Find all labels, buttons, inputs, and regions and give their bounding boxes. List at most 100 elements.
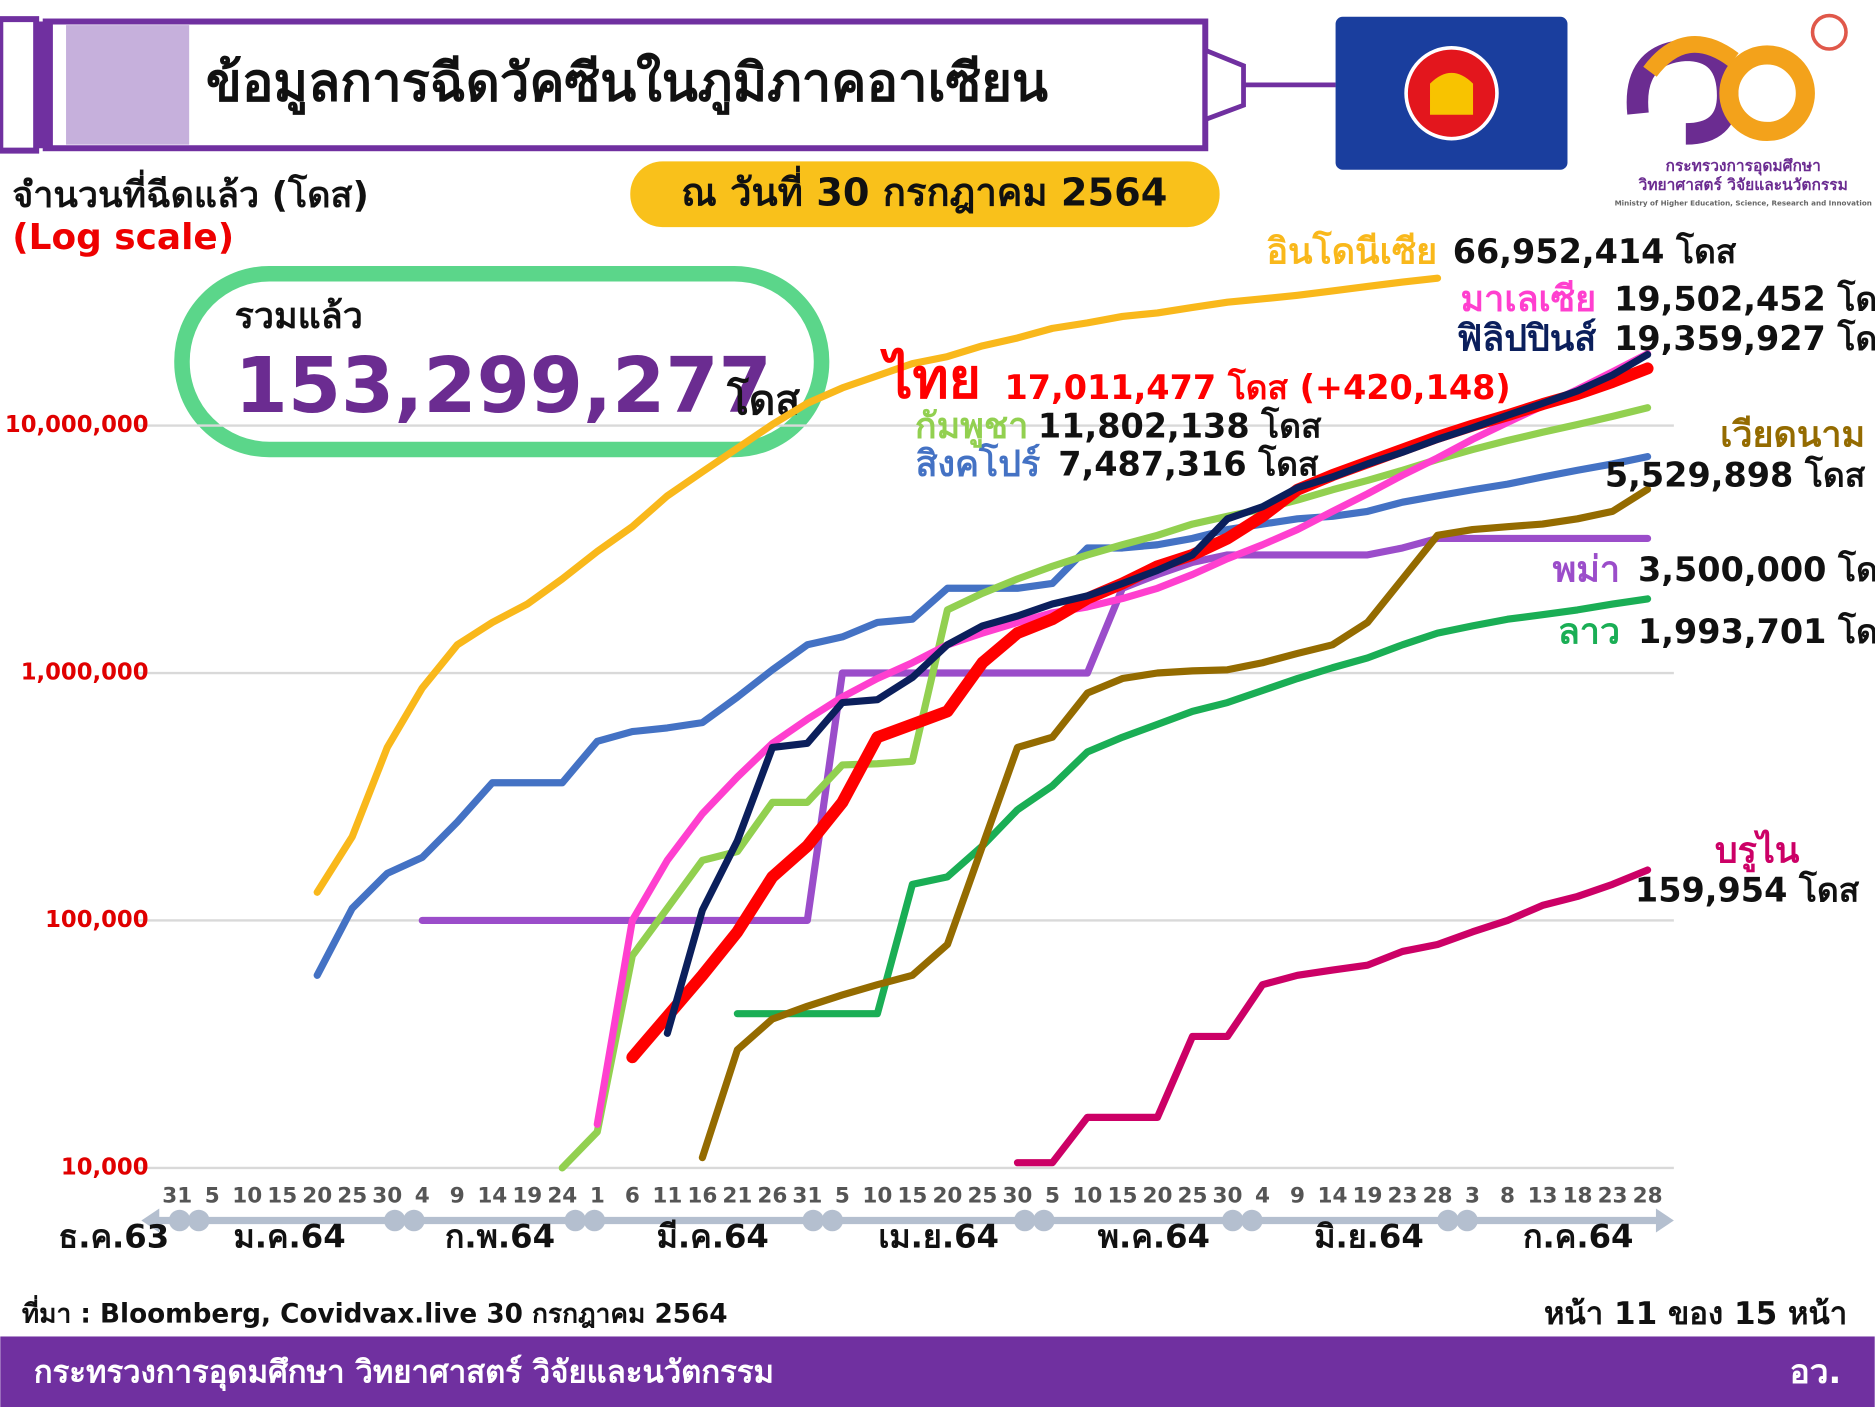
- scale-note: (Log scale): [12, 217, 234, 258]
- x-tick-label: 25: [967, 1184, 997, 1209]
- title: ข้อมูลการฉีดวัคซีนในภูมิภาคอาเซียน: [206, 52, 1048, 116]
- y-tick-label: 10,000,000: [5, 412, 149, 438]
- legend-name: เวียดนาม: [1720, 414, 1865, 455]
- x-tick-label: 5: [835, 1184, 850, 1209]
- x-tick-label: 16: [687, 1184, 717, 1209]
- x-tick-label: 14: [477, 1184, 507, 1209]
- date-pill: [630, 161, 1220, 228]
- syringe-tip: [1202, 46, 1246, 123]
- x-tick-label: 11: [652, 1184, 682, 1209]
- month-dot: [1033, 1209, 1055, 1232]
- logo-text: Ministry of Higher Education, Science, R…: [1615, 199, 1872, 208]
- y-label: จำนวนที่ฉีดแล้ว (โดส): [12, 169, 369, 216]
- x-tick-label: 5: [205, 1184, 220, 1209]
- x-tick-label: 4: [1255, 1184, 1270, 1209]
- month-label: ธ.ค.63: [59, 1217, 170, 1255]
- month-label: พ.ค.64: [1098, 1217, 1210, 1255]
- x-tick-label: 10: [862, 1184, 892, 1209]
- ministry: กระทรวงการอุดมศึกษา วิทยาศาสตร์ วิจัยและ…: [34, 1355, 774, 1392]
- series-line: [313, 274, 1442, 896]
- month-dot: [1222, 1209, 1244, 1232]
- x-tick-label: 10: [1072, 1184, 1102, 1209]
- series-line: [1013, 866, 1652, 1167]
- x-tick-label: 14: [1318, 1184, 1348, 1209]
- series-line: [418, 534, 1652, 925]
- month-dot: [564, 1209, 587, 1232]
- x-tick-label: 30: [1213, 1184, 1243, 1209]
- footer-band: [0, 1336, 1875, 1407]
- x-tick-label: 9: [1290, 1184, 1305, 1209]
- legend-value: 1,993,701 โดส: [1638, 612, 1875, 651]
- x-tick-label: 1: [590, 1184, 605, 1209]
- flag-rice: [1430, 72, 1474, 115]
- date: ณ วันที่ 30 กรกฎาคม 2564: [681, 165, 1167, 215]
- legend-value: 3,500,000 โดส: [1638, 550, 1875, 589]
- x-axis-arrow: [1655, 1208, 1674, 1233]
- x-tick-label: 25: [337, 1184, 367, 1209]
- legend-value: 159,954 โดส: [1635, 870, 1860, 909]
- x-tick-label: 30: [1002, 1184, 1032, 1209]
- month-label: ก.ค.64: [1523, 1217, 1634, 1255]
- month-dot: [802, 1209, 824, 1232]
- syringe-fill: [66, 25, 190, 145]
- ministry-short: อว.: [1790, 1352, 1842, 1391]
- legend-name: อินโดนีเซีย: [1266, 229, 1437, 272]
- x-tick-label: 26: [757, 1184, 787, 1209]
- total-label: รวมแล้ว: [235, 296, 363, 337]
- page-number: หน้า 11 ของ 15 หน้า: [1544, 1296, 1847, 1332]
- series-line: [733, 595, 1652, 1018]
- x-tick-label: 20: [1142, 1184, 1172, 1209]
- x-tick-label: 31: [162, 1184, 192, 1209]
- syringe-plunger: [0, 16, 40, 154]
- x-tick-label: 23: [1388, 1184, 1418, 1209]
- logo-atom: [1810, 13, 1848, 51]
- total-box: [174, 265, 830, 458]
- month-label: ม.ค.64: [233, 1217, 345, 1255]
- legend-value: 11,802,138 โดส: [1038, 406, 1322, 445]
- x-tick-label: 15: [1107, 1184, 1137, 1209]
- month-dot: [1241, 1209, 1263, 1232]
- month-dot: [1456, 1209, 1478, 1232]
- x-tick-label: 23: [1598, 1184, 1628, 1209]
- x-tick-label: 6: [625, 1184, 640, 1209]
- legend-value: 5,529,898 โดส: [1605, 455, 1866, 494]
- month-label: เม.ย.64: [878, 1217, 999, 1255]
- month-label: มิ.ย.64: [1314, 1217, 1424, 1255]
- x-tick-label: 21: [722, 1184, 752, 1209]
- month-dot: [187, 1209, 210, 1232]
- legend-name: กัมพูชา: [915, 406, 1028, 448]
- x-tick-label: 10: [232, 1184, 262, 1209]
- legend-name: ฟิลิปปินส์: [1457, 318, 1596, 360]
- series-line: [313, 453, 1652, 979]
- x-tick-label: 19: [1353, 1184, 1383, 1209]
- total-value: 153,299,277: [235, 342, 772, 431]
- legend-value: 19,359,927 โดส: [1614, 319, 1875, 358]
- x-tick-label: 15: [897, 1184, 927, 1209]
- x-tick-label: 18: [1563, 1184, 1593, 1209]
- x-tick-label: 20: [932, 1184, 962, 1209]
- x-tick-label: 13: [1528, 1184, 1558, 1209]
- legend-name: มาเลเซีย: [1461, 279, 1597, 320]
- y-tick-label: 100,000: [45, 907, 148, 933]
- month-dot: [821, 1209, 844, 1232]
- legend-value: 7,487,316 โดส: [1058, 445, 1319, 484]
- source: ที่มา : Bloomberg, Covidvax.live 30 กรกฎ…: [22, 1294, 728, 1329]
- logo-text: วิทยาศาสตร์ วิจัยและนวัตกรรม: [1638, 176, 1847, 194]
- x-tick-label: 9: [450, 1184, 465, 1209]
- series-line: [698, 485, 1652, 1162]
- month-dot: [1014, 1209, 1036, 1232]
- y-tick-label: 10,000: [61, 1154, 149, 1180]
- x-tick-label: 31: [792, 1184, 822, 1209]
- x-tick-label: 30: [372, 1184, 402, 1209]
- x-tick-label: 28: [1423, 1184, 1453, 1209]
- month-dot: [384, 1209, 406, 1232]
- legend-name: ลาว: [1558, 612, 1620, 653]
- legend-name: ไทย: [880, 347, 981, 411]
- x-tick-label: 15: [267, 1184, 297, 1209]
- x-tick-label: 3: [1465, 1184, 1480, 1209]
- x-tick-label: 28: [1633, 1184, 1663, 1209]
- month-dot: [168, 1209, 191, 1232]
- series-line: [558, 404, 1652, 1172]
- x-tick-label: 4: [415, 1184, 430, 1209]
